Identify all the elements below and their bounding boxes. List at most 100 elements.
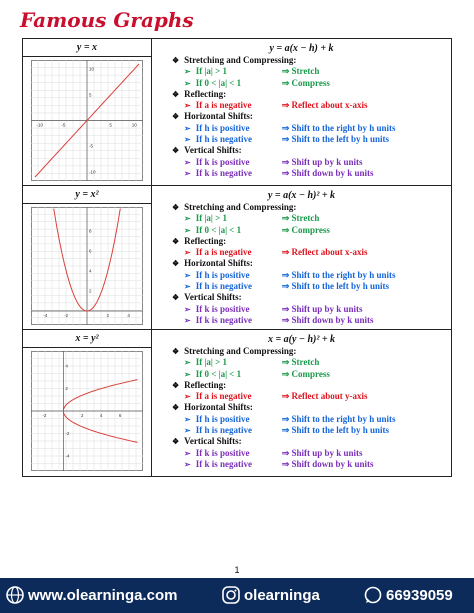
result: ⇒ Stretch xyxy=(281,66,320,77)
y-tick-label: -4 xyxy=(65,453,69,458)
x-tick-label: -2 xyxy=(64,313,68,318)
condition: If h is negative xyxy=(195,281,252,292)
rule-item: If a is negative ⇒ Reflect about y-axis xyxy=(152,391,451,402)
section-heading: Horizontal Shifts: xyxy=(152,258,451,269)
section-heading: Vertical Shifts: xyxy=(152,145,451,156)
graph-cell: y = x -10 -5 5 10 -10 -5 5 10 xyxy=(23,39,152,185)
section-heading: Stretching and Compressing: xyxy=(152,346,451,357)
condition: If h is negative xyxy=(195,425,252,436)
y-tick-label: -10 xyxy=(89,169,96,174)
condition: If a is negative xyxy=(195,247,252,258)
rule-item: If 0 < |a| < 1 ⇒ Compress xyxy=(152,369,451,380)
condition: If k is negative xyxy=(195,314,252,325)
rule-item: If h is positive ⇒ Shift to the right by … xyxy=(152,123,451,134)
globe-icon xyxy=(6,586,24,604)
y-tick-label: 4 xyxy=(89,269,92,274)
condition: If k is positive xyxy=(195,156,250,167)
rule-item: If k is negative ⇒ Shift down by k units xyxy=(152,315,451,326)
result: ⇒ Shift to the right by h units xyxy=(281,122,396,133)
condition: If h is negative xyxy=(195,134,252,145)
x-tick-label: 2 xyxy=(107,313,110,318)
result: ⇒ Reflect about x-axis xyxy=(281,100,368,111)
x-tick-label: 2 xyxy=(81,413,84,418)
result: ⇒ Reflect about y-axis xyxy=(281,391,368,402)
condition: If a is negative xyxy=(195,100,252,111)
rule-item: If |a| > 1 ⇒ Stretch xyxy=(152,357,451,368)
equation: x = a(y − h)² + k xyxy=(267,334,336,345)
y-tick-label: 10 xyxy=(89,67,95,72)
x-tick-label: -4 xyxy=(43,313,47,318)
table-row: y = x² -4 -2 2 4 2 4 6 8 y = a(x − h)² + kStretch… xyxy=(23,186,451,330)
rule-item: If |a| > 1 ⇒ Stretch xyxy=(152,213,451,224)
section-heading: Stretching and Compressing: xyxy=(152,202,451,213)
rule-item: If h is negative ⇒ Shift to the left by h… xyxy=(152,281,451,292)
result: ⇒ Shift down by k units xyxy=(281,314,374,325)
result: ⇒ Compress xyxy=(281,224,330,235)
result: ⇒ Shift to the right by h units xyxy=(281,269,396,280)
result: ⇒ Shift to the left by h units xyxy=(281,281,390,292)
result: ⇒ Stretch xyxy=(281,357,320,368)
x-tick-label: -10 xyxy=(36,123,43,128)
result: ⇒ Shift down by k units xyxy=(281,167,374,178)
rule-item: If a is negative ⇒ Reflect about x-axis xyxy=(152,100,451,111)
rules-cell: y = a(x − h) + kStretching and Compressi… xyxy=(152,39,451,179)
rule-item: If k is negative ⇒ Shift down by k units xyxy=(152,168,451,179)
y-tick-label: -5 xyxy=(89,144,93,149)
condition: If k is positive xyxy=(195,447,250,458)
y-tick-label: 8 xyxy=(89,229,92,234)
x-tick-label: -2 xyxy=(42,413,46,418)
graph: -10 -5 5 10 -10 -5 5 10 xyxy=(31,60,143,181)
x-tick-label: 6 xyxy=(119,413,122,418)
equation: y = a(x − h) + k xyxy=(269,43,334,54)
result: ⇒ Compress xyxy=(281,368,330,379)
graph-label: y = x xyxy=(23,39,151,57)
rule-item: If |a| > 1 ⇒ Stretch xyxy=(152,66,451,77)
curve xyxy=(34,63,140,178)
y-tick-label: 2 xyxy=(65,386,68,391)
rule-item: If k is positive ⇒ Shift up by k units xyxy=(152,157,451,168)
rule-item: If a is negative ⇒ Reflect about x-axis xyxy=(152,247,451,258)
result: ⇒ Reflect about x-axis xyxy=(281,247,368,258)
graph: -4 -2 2 4 2 4 6 8 xyxy=(31,207,143,325)
x-tick-label: 4 xyxy=(127,313,130,318)
y-tick-label: 5 xyxy=(89,92,92,97)
curve xyxy=(62,379,138,443)
result: ⇒ Shift up by k units xyxy=(281,156,363,167)
condition: If |a| > 1 xyxy=(195,213,228,224)
rule-item: If h is negative ⇒ Shift to the left by h… xyxy=(152,134,451,145)
condition: If k is negative xyxy=(195,167,252,178)
rule-item: If h is positive ⇒ Shift to the right by … xyxy=(152,270,451,281)
equation: y = a(x − h)² + k xyxy=(267,190,336,201)
condition: If k is negative xyxy=(195,458,252,469)
x-tick-label: 4 xyxy=(100,413,103,418)
phone: 66939059 xyxy=(386,587,453,604)
table-row: y = x -10 -5 5 10 -10 -5 5 10 y = a(x − h) + kStr… xyxy=(23,39,451,186)
table-row: x = y² -2 2 4 6 -4 -2 2 4 x = a(y − h)² + kStretc… xyxy=(23,330,451,476)
social: olearninga xyxy=(244,587,320,604)
page-number: 1 xyxy=(234,565,240,575)
condition: If h is positive xyxy=(195,122,250,133)
rule-item: If h is negative ⇒ Shift to the left by h… xyxy=(152,425,451,436)
y-tick-label: 4 xyxy=(65,364,68,369)
rule-item: If k is positive ⇒ Shift up by k units xyxy=(152,448,451,459)
condition: If h is positive xyxy=(195,269,250,280)
condition: If a is negative xyxy=(195,391,252,402)
website: www.olearninga.com xyxy=(28,587,178,604)
section-heading: Reflecting: xyxy=(152,380,451,391)
x-tick-label: 5 xyxy=(109,123,112,128)
graph-cell: x = y² -2 2 4 6 -4 -2 2 4 xyxy=(23,330,152,476)
rule-item: If 0 < |a| < 1 ⇒ Compress xyxy=(152,78,451,89)
rule-item: If 0 < |a| < 1 ⇒ Compress xyxy=(152,225,451,236)
result: ⇒ Shift down by k units xyxy=(281,458,374,469)
graph-label: x = y² xyxy=(23,330,151,348)
section-heading: Horizontal Shifts: xyxy=(152,402,451,413)
condition: If h is positive xyxy=(195,413,250,424)
whatsapp-icon xyxy=(364,586,382,604)
condition: If k is positive xyxy=(195,303,250,314)
y-tick-label: -2 xyxy=(65,431,69,436)
graph-label: y = x² xyxy=(23,186,151,204)
condition: If |a| > 1 xyxy=(195,66,228,77)
section-heading: Horizontal Shifts: xyxy=(152,111,451,122)
